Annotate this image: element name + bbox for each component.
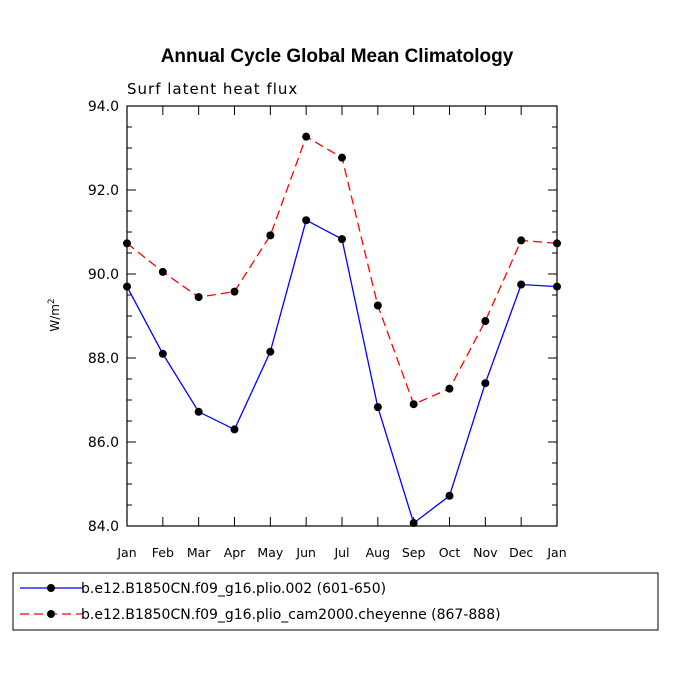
series-2-point: [445, 384, 454, 393]
x-tick-label: Jan: [116, 545, 136, 560]
x-tick-label: Jun: [295, 545, 316, 560]
series-2-point: [302, 132, 311, 141]
series-1-point: [409, 519, 418, 528]
series-1-point: [266, 347, 275, 356]
y-tick-label: 84.0: [88, 519, 119, 535]
series-1-point: [445, 491, 454, 500]
x-tick-label: Jul: [333, 545, 349, 560]
legend-label-1: b.e12.B1850CN.f09_g16.plio.002 (601-650): [81, 581, 386, 597]
series-2-point: [481, 317, 490, 326]
series-1-point: [230, 425, 239, 434]
series-2-point: [266, 231, 275, 240]
series-2-point: [158, 267, 167, 276]
y-tick-label: 86.0: [88, 435, 119, 451]
legend-box: [12, 572, 659, 631]
x-tick-label: Dec: [509, 545, 533, 560]
series-1-point: [553, 282, 561, 291]
series-1-point: [373, 403, 382, 412]
x-tick-label: Feb: [152, 545, 174, 560]
series-2-point: [517, 236, 526, 245]
y-tick-label: 90.0: [88, 267, 119, 283]
series-2-point: [194, 293, 203, 302]
legend-marker-2: [47, 610, 55, 618]
x-tick-label: Apr: [224, 545, 246, 560]
chart-title: Annual Cycle Global Mean Climatology: [161, 46, 514, 67]
x-tick-label: Nov: [473, 545, 498, 560]
series-2-point: [409, 400, 418, 409]
x-tick-labels: Jan Feb Mar Apr May Jun Jul Aug Sep Oct Nov Dec Jan: [116, 545, 566, 560]
series-1-point: [302, 216, 311, 225]
plot-frame: [126, 105, 558, 527]
series-layer: [123, 132, 561, 528]
y-tick-labels: 84.0 86.0 88.0 90.0 92.0 94.0: [88, 99, 119, 535]
x-tick-label: May: [257, 545, 283, 560]
series-2-point: [553, 239, 561, 248]
series-1-point: [123, 282, 131, 291]
series-1-point: [158, 349, 167, 358]
series-2-point: [123, 239, 131, 248]
y-tick-label: 92.0: [88, 183, 119, 199]
chart-subtitle: Surf latent heat flux: [127, 80, 298, 98]
x-tick-label: Oct: [439, 545, 461, 560]
x-tick-label: Sep: [402, 545, 426, 560]
x-tick-label: Aug: [366, 545, 390, 560]
x-tick-label: Mar: [187, 545, 211, 560]
series-1-point: [481, 379, 490, 388]
series-line-1: [126, 219, 558, 525]
series-1-point: [517, 280, 526, 289]
plot-axes: [126, 105, 558, 527]
y-tick-label: 94.0: [88, 99, 119, 115]
series-1-point: [194, 407, 203, 416]
series-2-point: [373, 301, 382, 310]
legend-marker-1: [47, 584, 55, 592]
y-axis-label: W/m2: [47, 298, 62, 331]
series-2-point: [338, 153, 346, 162]
legend-label-2: b.e12.B1850CN.f09_g16.plio_cam2000.cheye…: [81, 607, 501, 623]
series-1-point: [338, 235, 346, 244]
legend-item-1: b.e12.B1850CN.f09_g16.plio.002 (601-650): [20, 581, 386, 597]
series-2-point: [230, 287, 239, 296]
y-tick-label: 88.0: [88, 351, 119, 367]
legend-item-2: b.e12.B1850CN.f09_g16.plio_cam2000.cheye…: [20, 607, 501, 623]
x-tick-label: Jan: [546, 545, 566, 560]
